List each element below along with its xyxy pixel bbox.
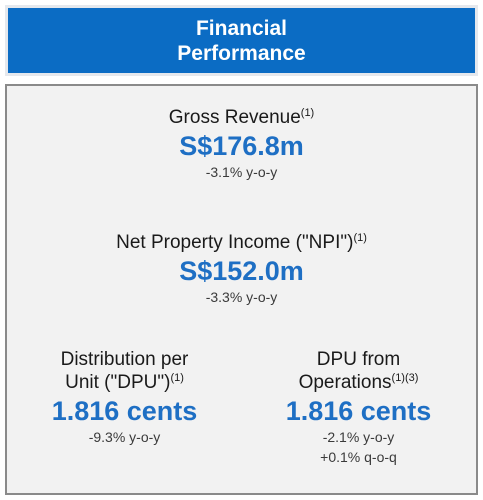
dpu-footnote: (1) (170, 372, 184, 384)
dpu-operations-label: DPU from Operations(1)(3) (241, 348, 476, 394)
dpu-label-line2: Unit ("DPU") (65, 372, 171, 393)
dpu-change: -9.3% y-o-y (88, 429, 161, 445)
dpu-operations-value: 1.816 cents (285, 396, 432, 426)
gross-revenue-value: S$176.8m (179, 131, 304, 161)
financial-performance-card: Financial Performance Gross Revenue(1) S… (5, 5, 478, 495)
gross-revenue-label-text: Gross Revenue (168, 107, 301, 128)
npi-metric: Net Property Income ("NPI")(1) S$152.0m … (7, 231, 476, 307)
gross-revenue-change: -3.1% y-o-y (205, 164, 278, 180)
npi-change: -3.3% y-o-y (205, 289, 278, 305)
dpu-metric: Distribution per Unit ("DPU")(1) 1.816 c… (7, 348, 242, 447)
dpu-operations-change-yoy: -2.1% y-o-y (322, 429, 395, 445)
gross-revenue-footnote: (1) (300, 107, 315, 119)
dpu-value: 1.816 cents (51, 396, 198, 426)
dpu-operations-label-line2: Operations (298, 372, 392, 393)
card-title: Financial Performance (142, 16, 342, 66)
dpu-label-line1: Distribution per (60, 349, 189, 370)
dpu-label: Distribution per Unit ("DPU")(1) (7, 348, 242, 394)
card-title-line2: Performance (177, 41, 306, 65)
metrics-panel: Gross Revenue(1) S$176.8m -3.1% y-o-y Ne… (5, 84, 478, 495)
dpu-operations-footnote: (1)(3) (391, 372, 419, 384)
dpu-operations-change-qoq: +0.1% q-o-q (320, 449, 397, 465)
card-title-line1: Financial (195, 16, 288, 40)
gross-revenue-label: Gross Revenue(1) (7, 106, 476, 129)
dpu-operations-metric: DPU from Operations(1)(3) 1.816 cents -2… (241, 348, 476, 467)
gross-revenue-metric: Gross Revenue(1) S$176.8m -3.1% y-o-y (7, 106, 476, 182)
card-header: Financial Performance (5, 5, 478, 76)
npi-footnote: (1) (353, 232, 367, 244)
npi-label-text: Net Property Income ("NPI") (116, 232, 354, 253)
npi-label: Net Property Income ("NPI")(1) (7, 231, 476, 254)
npi-value: S$152.0m (179, 256, 304, 286)
dpu-operations-label-line1: DPU from (316, 349, 401, 370)
